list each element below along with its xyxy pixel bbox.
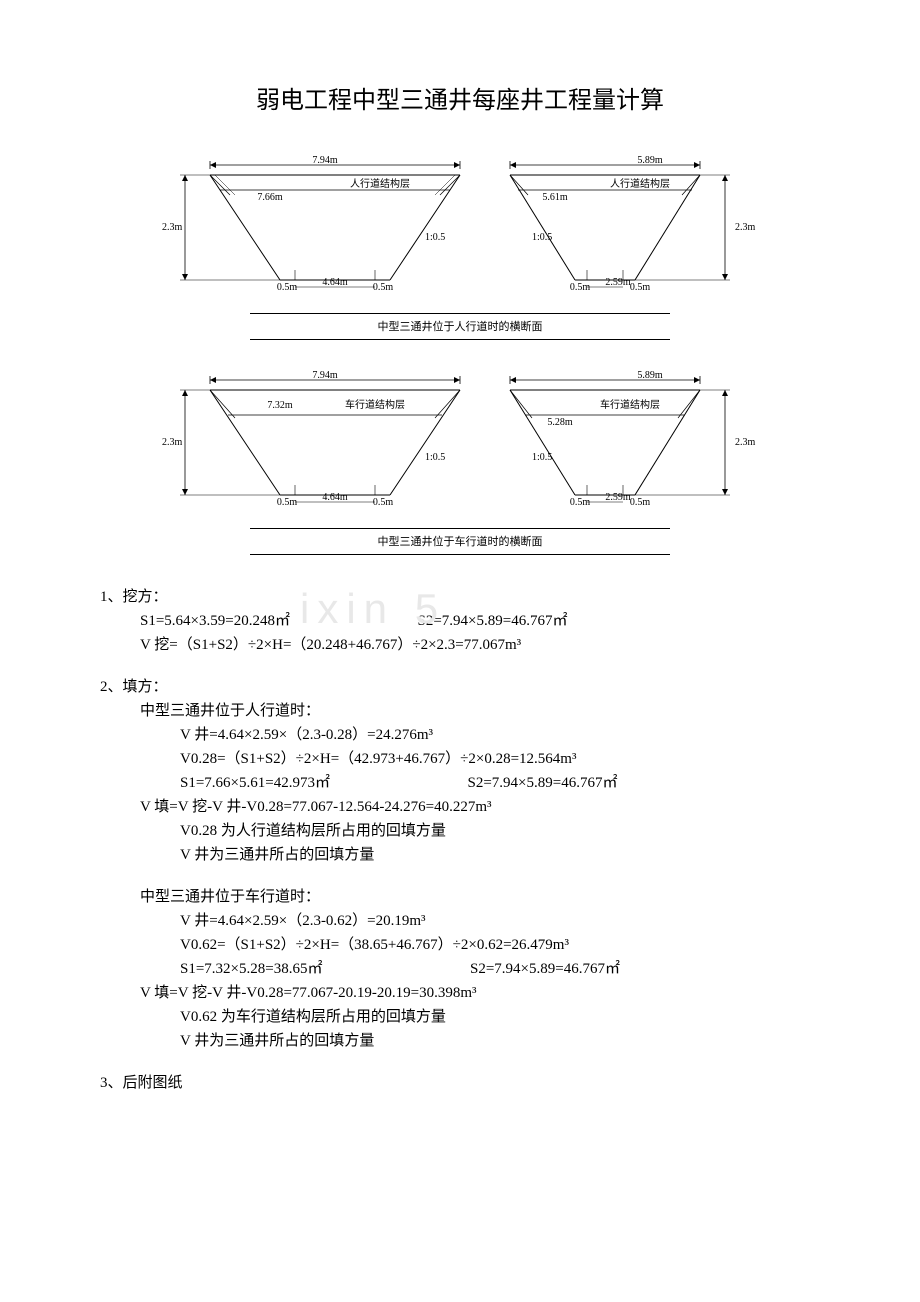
roadway-subhead: 中型三通井位于车行道时： — [100, 885, 820, 909]
svg-text:0.5m: 0.5m — [570, 282, 591, 293]
p1-note1: V0.28 为人行道结构层所占用的回填方量 — [100, 819, 820, 843]
svg-text:2.3m: 2.3m — [735, 437, 756, 448]
p1-vfill: V 填=V 挖-V 井-V0.28=77.067-12.564-24.276=4… — [100, 795, 820, 819]
svg-text:5.28m: 5.28m — [547, 417, 573, 428]
svg-text:5.61m: 5.61m — [542, 192, 568, 203]
svg-text:0.5m: 0.5m — [277, 497, 298, 508]
svg-text:0.5m: 0.5m — [630, 497, 651, 508]
section-2-head: 2、填方： — [100, 675, 820, 699]
cross-section-right-1: 5.89m 人行道结构层 5.61m 1:0.5 0.5m 2.59m 0.5m — [490, 155, 770, 305]
svg-text:0.5m: 0.5m — [630, 282, 651, 293]
svg-text:人行道结构层: 人行道结构层 — [610, 177, 670, 190]
svg-text:0.5m: 0.5m — [373, 282, 394, 293]
p1-note2: V 井为三通井所占的回填方量 — [100, 843, 820, 867]
v-excavation: V 挖=（S1+S2）÷2×H=（20.248+46.767）÷2×2.3=77… — [100, 633, 820, 657]
p2-vfill: V 填=V 挖-V 井-V0.28=77.067-20.19-20.19=30.… — [100, 981, 820, 1005]
svg-text:1:0.5: 1:0.5 — [425, 452, 445, 463]
svg-text:4.64m: 4.64m — [322, 492, 348, 503]
svg-text:4.64m: 4.64m — [322, 277, 348, 288]
svg-text:2.3m: 2.3m — [162, 437, 183, 448]
svg-text:0.5m: 0.5m — [277, 282, 298, 293]
section-1-head: 1、挖方： — [100, 585, 820, 609]
pedestrian-subhead: 中型三通井位于人行道时： — [100, 699, 820, 723]
p2-s2: S2=7.94×5.89=46.767㎡ — [470, 961, 620, 977]
diagram-roadway: 7.94m 车行道结构层 7.32m 1:0.5 0.5m 4.64m 0.5m — [100, 370, 820, 555]
svg-text:2.3m: 2.3m — [162, 222, 183, 233]
p2-note1: V0.62 为车行道结构层所占用的回填方量 — [100, 1005, 820, 1029]
diagram2-caption: 中型三通井位于车行道时的横断面 — [250, 531, 670, 551]
svg-text:5.89m: 5.89m — [637, 155, 663, 166]
svg-text:1:0.5: 1:0.5 — [532, 232, 552, 243]
s2-formula: S2=7.94×5.89=46.767㎡ — [417, 613, 567, 629]
p2-line1: V 井=4.64×2.59×（2.3-0.62）=20.19m³ — [100, 909, 820, 933]
svg-text:7.66m: 7.66m — [257, 192, 283, 203]
section-3-head: 3、后附图纸 — [100, 1071, 820, 1095]
p2-line2: V0.62=（S1+S2）÷2×H=（38.65+46.767）÷2×0.62=… — [100, 933, 820, 957]
svg-text:7.94m: 7.94m — [312, 155, 338, 166]
svg-text:车行道结构层: 车行道结构层 — [600, 398, 660, 411]
diagram1-caption: 中型三通井位于人行道时的横断面 — [250, 316, 670, 336]
p1-s1: S1=7.66×5.61=42.973㎡ — [180, 775, 330, 791]
cross-section-left-2: 7.94m 车行道结构层 7.32m 1:0.5 0.5m 4.64m 0.5m — [150, 370, 490, 520]
svg-text:7.32m: 7.32m — [267, 400, 293, 411]
svg-text:7.94m: 7.94m — [312, 370, 338, 381]
svg-text:0.5m: 0.5m — [570, 497, 591, 508]
cross-section-left-1: 7.94m 人行道结构层 7.66m — [150, 155, 490, 305]
svg-text:5.89m: 5.89m — [637, 370, 663, 381]
svg-text:2.3m: 2.3m — [735, 222, 756, 233]
p2-s1: S1=7.32×5.28=38.65㎡ — [180, 961, 322, 977]
p1-line1: V 井=4.64×2.59×（2.3-0.28）=24.276m³ — [100, 723, 820, 747]
p2-note2: V 井为三通井所占的回填方量 — [100, 1029, 820, 1053]
svg-text:1:0.5: 1:0.5 — [425, 232, 445, 243]
svg-text:人行道结构层: 人行道结构层 — [350, 177, 410, 190]
p1-line2: V0.28=（S1+S2）÷2×H=（42.973+46.767）÷2×0.28… — [100, 747, 820, 771]
p1-s2: S2=7.94×5.89=46.767㎡ — [467, 775, 617, 791]
svg-text:1:0.5: 1:0.5 — [532, 452, 552, 463]
svg-text:2.59m: 2.59m — [605, 492, 631, 503]
diagram-pedestrian: 7.94m 人行道结构层 7.66m — [100, 155, 820, 340]
s1-formula: S1=5.64×3.59=20.248㎡ — [140, 613, 290, 629]
cross-section-right-2: 5.89m 车行道结构层 5.28m 1:0.5 0.5m 2.59m 0.5m — [490, 370, 770, 520]
svg-text:车行道结构层: 车行道结构层 — [345, 398, 405, 411]
svg-text:0.5m: 0.5m — [373, 497, 394, 508]
svg-text:2.59m: 2.59m — [605, 277, 631, 288]
page-title: 弱电工程中型三通井每座井工程量计算 — [100, 80, 820, 115]
